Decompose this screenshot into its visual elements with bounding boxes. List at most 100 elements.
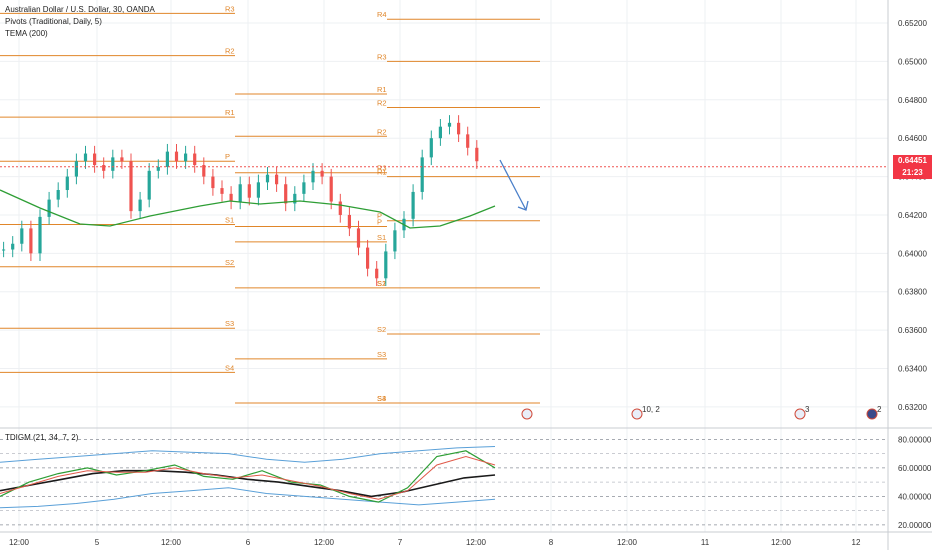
x-tick-label: 8 bbox=[549, 538, 554, 547]
y-tick-label: 0.64800 bbox=[898, 96, 927, 105]
osc-tick-label: 40.00000 bbox=[898, 492, 932, 501]
pivot-label: R2 bbox=[225, 47, 235, 56]
pivot-label: P bbox=[377, 217, 382, 226]
pivot-label: R3 bbox=[225, 4, 235, 13]
pivot-label: S4 bbox=[377, 394, 386, 403]
candle-body bbox=[165, 151, 169, 167]
tema-legend: TEMA (200) bbox=[5, 29, 48, 38]
candle-body bbox=[111, 157, 115, 171]
countdown-value: 21:23 bbox=[893, 167, 932, 179]
pivot-label: S3 bbox=[377, 394, 386, 403]
osc-rsi-line bbox=[0, 450, 496, 503]
pivot-label: R3 bbox=[377, 164, 387, 173]
candle-body bbox=[338, 201, 342, 215]
x-tick-label: 12 bbox=[852, 538, 861, 547]
y-tick-label: 0.65200 bbox=[898, 19, 927, 28]
projection-arrow bbox=[499, 159, 527, 211]
pivot-label: S2 bbox=[225, 258, 234, 267]
y-tick-label: 0.65000 bbox=[898, 57, 927, 66]
pivot-label: R1 bbox=[225, 108, 235, 117]
candle-body bbox=[56, 190, 60, 200]
candle-body bbox=[447, 122, 452, 127]
candle-body bbox=[174, 151, 179, 162]
candle-body bbox=[393, 230, 397, 252]
chart-title: Australian Dollar / U.S. Dollar, 30, OAN… bbox=[5, 5, 155, 14]
pivot-label: S3 bbox=[225, 319, 234, 328]
candle-body bbox=[120, 157, 124, 162]
candle-body bbox=[184, 153, 188, 162]
candle-body bbox=[284, 184, 288, 204]
candle-body bbox=[256, 182, 260, 198]
osc-tick-label: 80.00000 bbox=[898, 435, 932, 444]
y-tick-label: 0.64000 bbox=[898, 249, 927, 258]
candle-body bbox=[356, 228, 361, 248]
us-flag-icon bbox=[521, 408, 533, 420]
x-tick-label: 12:00 bbox=[161, 538, 182, 547]
candle-body bbox=[29, 228, 33, 254]
osc-signal-line bbox=[0, 455, 496, 500]
osc-upper-band bbox=[0, 446, 496, 463]
candle-body bbox=[138, 199, 142, 212]
x-tick-label: 7 bbox=[398, 538, 403, 547]
y-tick-label: 0.64600 bbox=[898, 134, 927, 143]
candle-body bbox=[65, 176, 69, 191]
osc-midline bbox=[0, 469, 496, 498]
candle-body bbox=[265, 174, 270, 183]
us-flag-icon bbox=[631, 408, 643, 420]
candle-body bbox=[475, 147, 479, 162]
y-tick-label: 0.63400 bbox=[898, 365, 927, 374]
pivot-label: R4 bbox=[377, 10, 387, 19]
candle-body bbox=[375, 268, 379, 279]
pivot-label: R1 bbox=[377, 85, 387, 94]
pivots-legend: Pivots (Traditional, Daily, 5) bbox=[5, 17, 102, 26]
candle-body bbox=[457, 122, 461, 135]
candle-body bbox=[147, 170, 151, 200]
pivot-label: R3 bbox=[377, 52, 387, 61]
y-tick-label: 0.63600 bbox=[898, 326, 927, 335]
candle-body bbox=[11, 243, 15, 250]
osc-lower-band bbox=[0, 487, 496, 509]
candle-body bbox=[347, 214, 351, 229]
candle-body bbox=[229, 193, 233, 202]
candle-body bbox=[2, 249, 6, 251]
y-tick-label: 0.63800 bbox=[898, 288, 927, 297]
candle-body bbox=[129, 161, 133, 212]
last-price-tag: 0.64451 21:23 bbox=[893, 155, 932, 179]
candle-body bbox=[384, 251, 388, 279]
y-tick-label: 0.63200 bbox=[898, 403, 927, 412]
candle-body bbox=[93, 153, 97, 166]
x-tick-label: 12:00 bbox=[466, 538, 487, 547]
candle-body bbox=[20, 228, 24, 244]
last-price-value: 0.64451 bbox=[893, 155, 932, 167]
pivot-label: S2 bbox=[377, 279, 386, 288]
candle-body bbox=[366, 247, 370, 269]
oscillator-legend: TDIGM (21, 34, 7, 2) bbox=[5, 433, 79, 442]
candle-body bbox=[438, 126, 442, 139]
au-flag-icon bbox=[866, 408, 878, 420]
pivot-label: S1 bbox=[377, 279, 386, 288]
x-tick-label: 6 bbox=[246, 538, 251, 547]
x-tick-label: 11 bbox=[701, 538, 710, 547]
y-tick-label: 0.64200 bbox=[898, 211, 927, 220]
candle-body bbox=[83, 153, 88, 162]
candle-body bbox=[38, 216, 42, 254]
candle-body bbox=[47, 199, 51, 217]
candle-body bbox=[275, 174, 279, 185]
candle-body bbox=[238, 184, 242, 202]
us-flag-icon bbox=[794, 408, 806, 420]
candle-body bbox=[420, 157, 424, 192]
projection-arrowhead bbox=[517, 200, 529, 211]
x-tick-label: 12:00 bbox=[771, 538, 792, 547]
candle-body bbox=[411, 191, 415, 219]
candle-body bbox=[247, 184, 251, 198]
candle-body bbox=[302, 182, 306, 194]
pivot-label: S4 bbox=[225, 363, 234, 372]
pivot-label: P bbox=[225, 152, 230, 161]
x-tick-label: 12:00 bbox=[9, 538, 30, 547]
pivot-label: R2 bbox=[377, 98, 387, 107]
pivot-label: S1 bbox=[377, 233, 386, 242]
pivot-label: R1 bbox=[377, 168, 387, 177]
candle-body bbox=[193, 153, 197, 166]
candle-body bbox=[102, 165, 106, 171]
